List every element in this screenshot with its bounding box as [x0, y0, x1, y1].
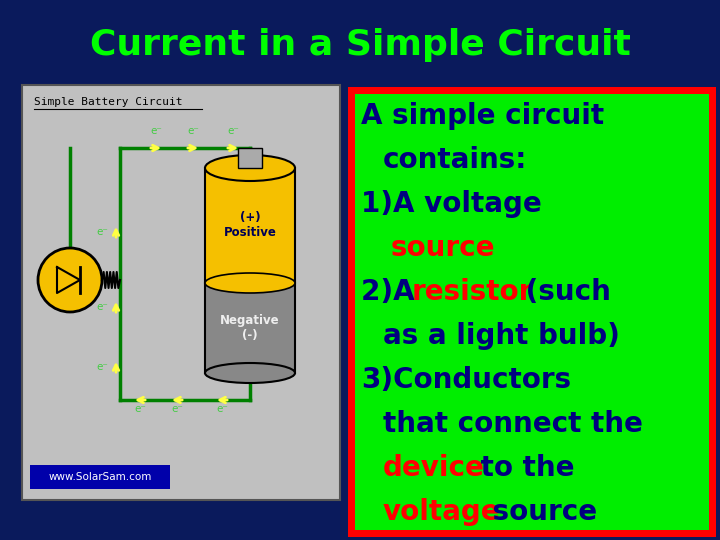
Text: e⁻: e⁻: [187, 126, 199, 136]
Text: that connect the: that connect the: [383, 410, 643, 438]
FancyBboxPatch shape: [348, 87, 716, 537]
Ellipse shape: [205, 273, 295, 293]
Text: (+)
Positive: (+) Positive: [224, 212, 276, 240]
Text: device: device: [383, 454, 485, 482]
Text: contains:: contains:: [383, 146, 527, 174]
Text: source: source: [483, 498, 597, 526]
Text: source: source: [391, 234, 495, 262]
Text: 2)A: 2)A: [361, 278, 424, 306]
Ellipse shape: [205, 363, 295, 383]
Text: Simple Battery Circuit: Simple Battery Circuit: [34, 97, 182, 107]
Text: e⁻: e⁻: [96, 362, 108, 372]
Ellipse shape: [205, 155, 295, 181]
Text: as a light bulb): as a light bulb): [383, 322, 620, 350]
Text: e⁻: e⁻: [96, 227, 108, 237]
FancyBboxPatch shape: [238, 148, 262, 168]
FancyBboxPatch shape: [22, 85, 340, 500]
Text: e⁻: e⁻: [150, 126, 162, 136]
Text: e⁻: e⁻: [96, 302, 108, 312]
Text: Negative
(-): Negative (-): [220, 314, 280, 342]
FancyBboxPatch shape: [205, 283, 295, 373]
Text: e⁻: e⁻: [171, 404, 183, 414]
Text: 1)A voltage: 1)A voltage: [361, 190, 541, 218]
Circle shape: [38, 248, 102, 312]
FancyBboxPatch shape: [205, 168, 295, 283]
FancyBboxPatch shape: [355, 94, 709, 530]
Text: 3)Conductors: 3)Conductors: [361, 366, 571, 394]
Text: Current in a Simple Circuit: Current in a Simple Circuit: [89, 28, 631, 62]
Text: resistor: resistor: [412, 278, 534, 306]
Text: (such: (such: [516, 278, 611, 306]
Text: voltage: voltage: [383, 498, 500, 526]
Text: e⁻: e⁻: [134, 404, 146, 414]
Text: e⁻: e⁻: [216, 404, 228, 414]
Text: www.SolarSam.com: www.SolarSam.com: [48, 472, 152, 482]
Text: e⁻: e⁻: [227, 126, 239, 136]
FancyBboxPatch shape: [30, 465, 170, 489]
Text: A simple circuit: A simple circuit: [361, 102, 604, 130]
Text: to the: to the: [471, 454, 575, 482]
